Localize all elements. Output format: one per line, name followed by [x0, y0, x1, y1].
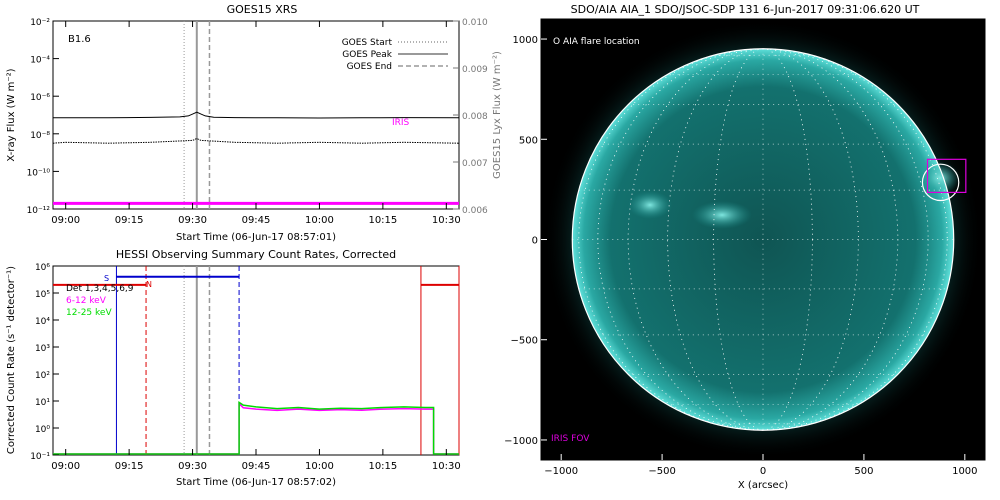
aia-y-ticks: 1000 500 0 −500 −1000 [504, 35, 547, 447]
hessi-legend-label: Det 1,3,4,5,6,9 [66, 284, 134, 294]
goes-x-tick-label: 10:00 [305, 215, 334, 226]
goes-y2-label: GOES15 Lyx Flux (W m⁻²) [492, 51, 503, 179]
hessi-series [53, 401, 459, 455]
goes-series-line-0 [53, 111, 460, 119]
hessi-x-label: Start Time (06-Jun-17 08:57:02) [176, 477, 336, 488]
aia-x-tick-label: 0 [760, 466, 766, 477]
goes-x-label: Start Time (06-Jun-17 08:57:01) [176, 232, 336, 243]
goes-x-tick-label: 10:30 [432, 215, 461, 226]
active-region-center [692, 201, 752, 229]
hessi-y-tick-label: 10³ [35, 344, 50, 354]
goes-x-tick-label: 10:15 [368, 215, 397, 226]
active-region-east [628, 191, 672, 219]
hessi-series-line-1 [53, 401, 459, 455]
goes-legend-label: GOES Peak [342, 50, 392, 60]
goes-x-tick-label: 09:45 [242, 215, 271, 226]
hessi-state-label-n: N [146, 280, 152, 289]
hessi-x-tick-label: 09:15 [115, 461, 144, 472]
goes-x-ticks: 09:00 09:15 09:30 09:45 10:00 10:15 10:30 [51, 21, 461, 226]
goes-x-tick-label: 09:00 [51, 215, 80, 226]
goes-title: GOES15 XRS [227, 3, 298, 16]
goes-y2-tick-label: 0.010 [462, 18, 488, 28]
goes-y-tick-label: 10⁻¹² [27, 206, 51, 216]
goes-y-tick-label: 10⁻⁴ [30, 56, 50, 66]
hessi-x-tick-label: 10:15 [368, 461, 397, 472]
hessi-title: HESSI Observing Summary Count Rates, Cor… [116, 248, 396, 261]
hessi-panel: HESSI Observing Summary Count Rates, Cor… [6, 248, 461, 488]
longitude-line [597, 48, 929, 431]
goes-legend-label: GOES Start [342, 38, 393, 48]
hessi-legend-label: 6-12 keV [66, 296, 107, 306]
hessi-y-tick-label: 10⁻¹ [30, 452, 50, 462]
aia-image-panel: SDO/AIA AIA_1 SDO/JSOC-SDP 131 6-Jun-201… [504, 3, 986, 491]
goes-y-label: X-ray Flux (W m⁻²) [6, 68, 17, 161]
hessi-y-tick-label: 10⁰ [35, 425, 50, 435]
hessi-x-tick-label: 10:30 [432, 461, 461, 472]
goes-xrs-panel: GOES15 XRS 09:00 09:15 09:30 09:45 10:00 10:1… [6, 3, 503, 243]
aia-y-tick-label: 1000 [513, 35, 538, 46]
goes-y2-tick-label: 0.009 [462, 65, 488, 75]
hessi-x-tick-label: 09:45 [242, 461, 271, 472]
aia-y-tick-label: −1000 [504, 436, 538, 447]
longitude-line [578, 48, 948, 431]
goes-y2-ticks: 0.010 0.009 0.008 0.007 0.006 [453, 18, 488, 216]
goes-y-tick-label: 10⁻⁸ [30, 131, 50, 141]
hessi-y-tick-label: 10⁵ [35, 290, 50, 300]
hessi-legend-label: 12-25 keV [66, 308, 112, 318]
goes-y2-tick-label: 0.006 [462, 206, 488, 216]
hessi-y-tick-label: 10¹ [35, 398, 50, 408]
goes-iris-label: IRIS [392, 118, 410, 128]
aia-title: SDO/AIA AIA_1 SDO/JSOC-SDP 131 6-Jun-201… [571, 3, 920, 16]
hessi-x-ticks: 09:00 09:15 09:30 09:45 10:00 10:15 10:30 [51, 449, 461, 472]
goes-x-tick-label: 09:30 [178, 215, 207, 226]
aia-y-tick-label: 500 [519, 135, 538, 146]
hessi-y-tick-label: 10⁶ [35, 263, 50, 273]
aia-y-tick-label: 0 [532, 236, 538, 247]
aia-legend-label: O AIA flare location [553, 37, 640, 47]
goes-y2-tick-label: 0.008 [462, 112, 488, 122]
aia-x-tick-label: −1000 [544, 466, 578, 477]
aia-x-tick-label: 1000 [952, 466, 977, 477]
aia-y-tick-label: −500 [511, 336, 538, 347]
hessi-series-line-0 [53, 401, 459, 455]
hessi-y-ticks: 10⁶ 10⁵ 10⁴ 10³ 10² 10¹ 10⁰ 10⁻¹ [30, 263, 59, 462]
hessi-y-tick-label: 10² [35, 371, 50, 381]
goes-time-markers [183, 21, 211, 209]
aia-x-tick-label: −500 [648, 466, 675, 477]
hessi-x-tick-label: 09:30 [178, 461, 207, 472]
active-region-flare [920, 162, 960, 194]
hessi-legend: Det 1,3,4,5,6,9 6-12 keV 12-25 keV [66, 284, 134, 318]
goes-y2-tick-label: 0.007 [462, 159, 488, 169]
goes-series-line-1 [52, 137, 460, 144]
hessi-state-label-s: S [104, 274, 109, 283]
goes-legend: GOES Start GOES Peak GOES End [342, 38, 448, 72]
aia-x-label: X (arcsec) [738, 480, 788, 491]
aia-image-content [543, 20, 983, 459]
goes-x-tick-label: 09:15 [115, 215, 144, 226]
aia-x-ticks: −1000 −500 0 500 1000 [544, 454, 978, 477]
goes-y-tick-label: 10⁻¹⁰ [27, 168, 51, 178]
hessi-y-tick-label: 10⁴ [35, 317, 50, 327]
goes-legend-label: GOES End [347, 62, 392, 72]
goes-y-tick-label: 10⁻⁶ [30, 93, 50, 103]
solar-limb [571, 48, 955, 431]
hessi-x-tick-label: 10:00 [305, 461, 334, 472]
flare-location-marker [921, 163, 960, 202]
hessi-y-label: Corrected Count Rate (s⁻¹ detector⁻¹) [6, 266, 17, 454]
hessi-x-tick-label: 09:00 [51, 461, 80, 472]
aia-iris-fov-label: IRIS FOV [551, 434, 590, 444]
iris-fov-box [926, 158, 967, 193]
hessi-state-bars [53, 266, 460, 455]
goes-annotation: B1.6 [68, 34, 91, 45]
goes-y-tick-label: 10⁻² [30, 18, 50, 28]
goes-y-ticks: 10⁻² 10⁻⁴ 10⁻⁶ 10⁻⁸ 10⁻¹⁰ 10⁻¹² [27, 18, 59, 216]
longitude-line [627, 48, 899, 431]
aia-x-tick-label: 500 [854, 466, 873, 477]
